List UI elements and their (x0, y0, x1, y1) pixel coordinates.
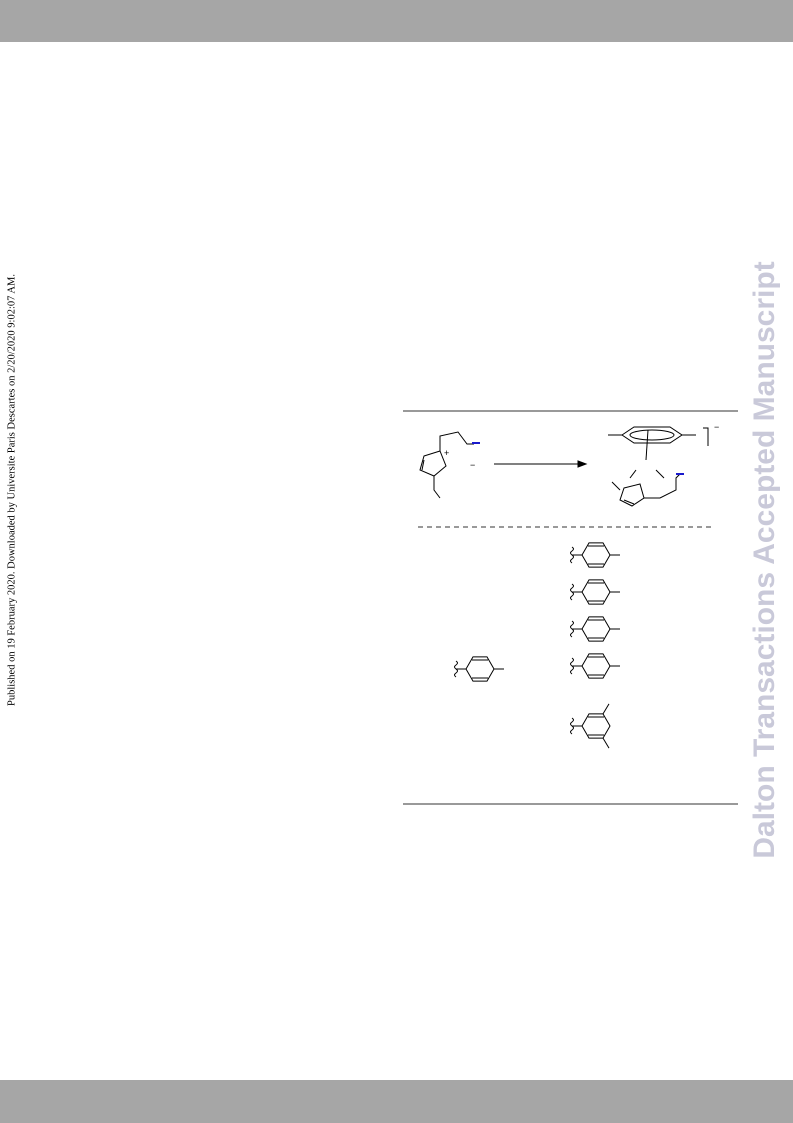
aryl-ring (581, 542, 611, 568)
wavy-bond (570, 657, 574, 675)
footer-bar (0, 1080, 793, 1123)
wavy-bond (570, 620, 574, 638)
aryl-ring (465, 656, 495, 682)
aryl-ring (581, 579, 611, 605)
charge: − (470, 460, 475, 470)
aryl-ring (581, 653, 611, 679)
aryl-ring (581, 616, 611, 642)
aryl-ring (581, 713, 611, 739)
charge: + (444, 448, 449, 458)
wavy-bond (570, 717, 574, 735)
bond (602, 737, 610, 749)
complex: − (608, 422, 719, 507)
wavy-bond (570, 546, 574, 564)
imidazolium: + − (419, 431, 480, 499)
header-bar (0, 0, 793, 42)
wavy-bond (454, 660, 458, 678)
wavy-bond (570, 583, 574, 601)
arrowhead (577, 460, 588, 468)
charge: − (714, 422, 719, 432)
bond (602, 703, 610, 715)
